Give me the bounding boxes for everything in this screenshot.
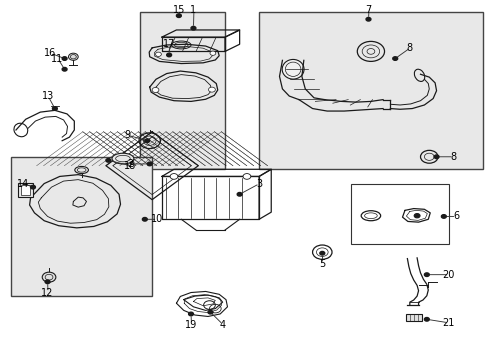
Text: 16: 16 (44, 48, 56, 58)
Text: 10: 10 (150, 214, 163, 224)
Ellipse shape (75, 166, 88, 174)
Circle shape (207, 310, 212, 314)
Text: 7: 7 (365, 5, 371, 15)
Text: 12: 12 (41, 288, 54, 297)
Text: 14: 14 (17, 179, 29, 189)
Ellipse shape (112, 153, 134, 164)
Text: 5: 5 (319, 259, 325, 269)
Bar (351, 184, 448, 244)
Bar (406, 314, 422, 321)
Text: 18: 18 (124, 161, 136, 171)
Text: 13: 13 (41, 91, 54, 101)
Circle shape (144, 139, 149, 143)
Text: 1: 1 (190, 5, 196, 15)
Bar (21, 185, 30, 195)
Text: 17: 17 (163, 39, 175, 49)
Circle shape (62, 57, 67, 60)
Text: 8: 8 (449, 152, 456, 162)
Text: 11: 11 (51, 54, 63, 64)
Text: 15: 15 (172, 5, 184, 15)
Circle shape (441, 215, 446, 218)
Circle shape (52, 107, 57, 111)
Text: 3: 3 (256, 179, 262, 189)
Circle shape (243, 174, 250, 179)
Bar (18, 183, 32, 197)
Circle shape (170, 174, 178, 179)
Circle shape (68, 53, 78, 60)
Circle shape (147, 162, 152, 166)
Circle shape (319, 251, 324, 255)
Circle shape (433, 155, 438, 158)
Circle shape (45, 280, 50, 284)
Bar (11, 157, 152, 296)
Text: 8: 8 (406, 43, 412, 53)
Bar (259, 12, 482, 169)
Circle shape (424, 273, 428, 276)
Circle shape (106, 158, 111, 162)
Text: 6: 6 (452, 211, 458, 221)
Circle shape (191, 26, 196, 30)
Text: 9: 9 (124, 130, 131, 140)
Circle shape (142, 217, 147, 221)
Text: 2: 2 (127, 159, 133, 169)
Text: 20: 20 (442, 270, 454, 280)
Circle shape (209, 51, 215, 55)
Circle shape (176, 14, 181, 18)
Ellipse shape (282, 59, 304, 79)
Bar (140, 12, 224, 169)
Circle shape (166, 53, 171, 57)
Circle shape (155, 52, 161, 57)
Circle shape (413, 213, 419, 218)
Circle shape (366, 18, 370, 21)
Text: 19: 19 (184, 320, 197, 330)
Circle shape (152, 87, 159, 93)
Circle shape (188, 312, 193, 316)
Circle shape (30, 185, 35, 189)
Circle shape (62, 67, 67, 71)
Circle shape (42, 272, 56, 282)
Text: 4: 4 (219, 320, 225, 330)
Circle shape (208, 87, 215, 92)
Circle shape (392, 57, 397, 60)
Circle shape (424, 318, 428, 321)
Text: 21: 21 (442, 318, 454, 328)
Circle shape (237, 193, 242, 196)
